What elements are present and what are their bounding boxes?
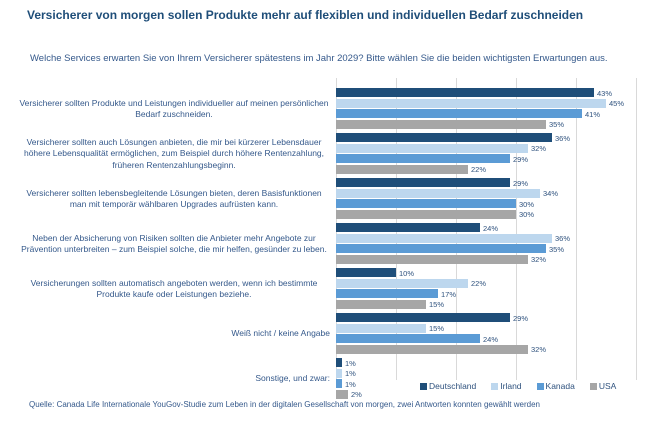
bar-kanada <box>336 154 510 163</box>
legend-marker-icon <box>589 382 597 390</box>
category-label: Neben der Absicherung von Risiken sollte… <box>0 223 330 265</box>
gridline <box>576 78 577 380</box>
bar-usa <box>336 209 516 219</box>
bar-deutschland <box>336 268 396 277</box>
value-label: 17% <box>441 289 457 299</box>
chart-subtitle: Welche Services erwarten Sie von Ihrem V… <box>30 53 608 64</box>
value-label: 24% <box>483 223 499 233</box>
bar-usa <box>336 344 528 354</box>
value-label: 1% <box>345 358 356 368</box>
value-label: 29% <box>513 178 529 188</box>
value-label: 29% <box>513 154 529 164</box>
category-label: Versicherer sollten Produkte und Leistun… <box>0 88 330 130</box>
category-label-text: Versicherer sollten lebensbegleitende Lö… <box>26 187 322 210</box>
category-label: Sonstige, und zwar: <box>0 358 330 400</box>
value-label: 10% <box>399 268 415 278</box>
legend-item-usa: USA <box>589 381 617 391</box>
legend-item-kanada: Kanada <box>536 381 575 391</box>
value-label: 35% <box>549 244 565 254</box>
legend-label: USA <box>598 381 617 391</box>
category-label: Versicherungen sollten automatisch angeb… <box>0 268 330 310</box>
legend-marker-icon <box>491 382 499 390</box>
category-label: Versicherer sollten auch Lösungen anbiet… <box>0 133 330 175</box>
bar-irland <box>336 233 552 243</box>
legend-label: Irland <box>500 381 522 391</box>
category-label: Versicherer sollten lebensbegleitende Lö… <box>0 178 330 220</box>
bar-usa <box>336 119 546 129</box>
legend-item-deutschland: Deutschland <box>420 381 476 391</box>
legend-label: Deutschland <box>429 381 477 391</box>
value-label: 1% <box>345 369 356 378</box>
bar-kanada <box>336 334 480 343</box>
bar-kanada <box>336 199 516 208</box>
bar-kanada <box>336 109 582 118</box>
value-label: 32% <box>531 345 547 354</box>
value-label: 41% <box>585 109 601 119</box>
bar-deutschland <box>336 313 510 322</box>
bar-irland <box>336 368 342 378</box>
value-label: 22% <box>471 279 487 288</box>
value-label: 22% <box>471 165 487 174</box>
category-label-text: Neben der Absicherung von Risiken sollte… <box>21 232 327 255</box>
bar-deutschland <box>336 178 510 187</box>
value-label: 30% <box>519 210 535 219</box>
value-label: 36% <box>555 133 571 143</box>
value-label: 24% <box>483 334 499 344</box>
bar-deutschland <box>336 223 480 232</box>
value-label: 29% <box>513 313 529 323</box>
bar-irland <box>336 188 540 198</box>
bar-irland <box>336 323 426 333</box>
bar-kanada <box>336 244 546 253</box>
legend-marker-icon <box>420 382 427 390</box>
value-label: 36% <box>555 234 571 243</box>
gridline <box>636 78 637 380</box>
gridline <box>516 78 517 380</box>
bar-usa <box>336 389 348 399</box>
legend: Deutschland Irland Kanada USA <box>420 380 616 392</box>
value-label: 45% <box>609 99 625 108</box>
bar-deutschland <box>336 133 552 142</box>
category-label-text: Versicherer sollten Produkte und Leistun… <box>19 97 329 120</box>
bar-usa <box>336 254 528 264</box>
value-label: 35% <box>549 120 565 129</box>
value-label: 2% <box>351 390 362 399</box>
source-note: Quelle: Canada Life Internationale YouGo… <box>29 400 540 409</box>
bar-irland <box>336 278 468 288</box>
category-label-text: Versicherer sollten auch Lösungen anbiet… <box>23 136 325 170</box>
value-label: 43% <box>597 88 613 98</box>
bar-kanada <box>336 379 342 388</box>
value-label: 32% <box>531 144 547 153</box>
value-label: 32% <box>531 255 547 264</box>
legend-item-irland: Irland <box>491 381 522 391</box>
legend-marker-icon <box>536 382 544 390</box>
value-label: 30% <box>519 199 535 209</box>
bar-kanada <box>336 289 438 298</box>
value-label: 15% <box>429 324 445 333</box>
value-label: 1% <box>345 379 356 389</box>
category-label: Weiß nicht / keine Angabe <box>0 313 330 355</box>
bar-usa <box>336 164 468 174</box>
category-label-text: Versicherungen sollten automatisch angeb… <box>30 277 318 300</box>
value-label: 34% <box>543 189 559 198</box>
bar-usa <box>336 299 426 309</box>
legend-label: Kanada <box>545 381 575 391</box>
category-label-text: Weiß nicht / keine Angabe <box>231 328 330 339</box>
category-label-text: Sonstige, und zwar: <box>255 373 330 384</box>
bar-deutschland <box>336 358 342 367</box>
value-label: 15% <box>429 300 445 309</box>
bar-irland <box>336 98 606 108</box>
bar-irland <box>336 143 528 153</box>
chart-title: Versicherer von morgen sollen Produkte m… <box>27 8 584 22</box>
bar-deutschland <box>336 88 594 97</box>
